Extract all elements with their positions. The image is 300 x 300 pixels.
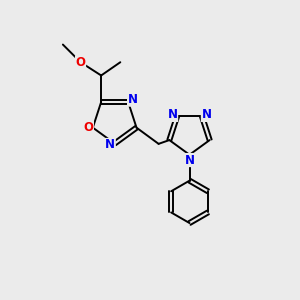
Text: N: N bbox=[201, 108, 212, 122]
Text: N: N bbox=[105, 139, 115, 152]
Text: N: N bbox=[168, 108, 178, 122]
Text: O: O bbox=[76, 56, 85, 69]
Text: O: O bbox=[83, 121, 93, 134]
Text: N: N bbox=[128, 93, 138, 106]
Text: N: N bbox=[184, 154, 194, 166]
